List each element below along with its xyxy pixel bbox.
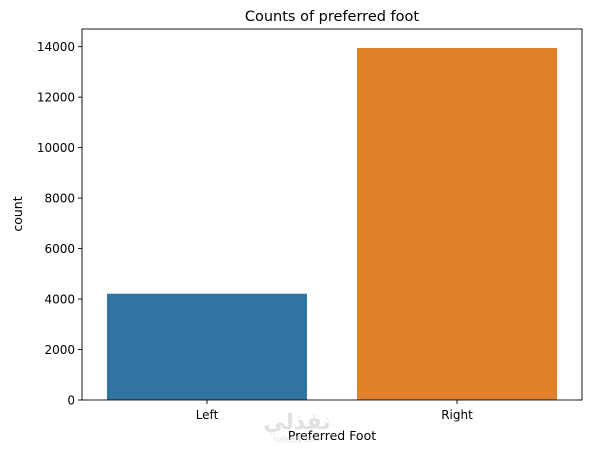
y-tick-label: 14000: [37, 40, 75, 54]
y-tick-label: 2000: [44, 343, 75, 357]
y-tick-label: 0: [67, 393, 75, 407]
y-axis-label: count: [10, 196, 25, 231]
y-tick-label: 6000: [44, 242, 75, 256]
y-tick-label: 8000: [44, 191, 75, 205]
x-axis-label: Preferred Foot: [288, 428, 376, 443]
y-tick-label: 4000: [44, 292, 75, 306]
x-tick-label: Right: [441, 408, 473, 422]
x-tick-label: Left: [196, 408, 219, 422]
bars-group: [107, 47, 557, 400]
y-tick-label: 10000: [37, 141, 75, 155]
x-axis-ticks: Left Right: [196, 400, 473, 422]
plot-frame: [81, 28, 583, 401]
y-axis-ticks: 0 2000 4000 6000 8000 10000 12000 14000: [37, 40, 82, 407]
y-tick-label: 12000: [37, 90, 75, 104]
chart-title: Counts of preferred foot: [245, 9, 420, 25]
bar-left: [107, 293, 307, 400]
bar-right: [357, 47, 557, 400]
